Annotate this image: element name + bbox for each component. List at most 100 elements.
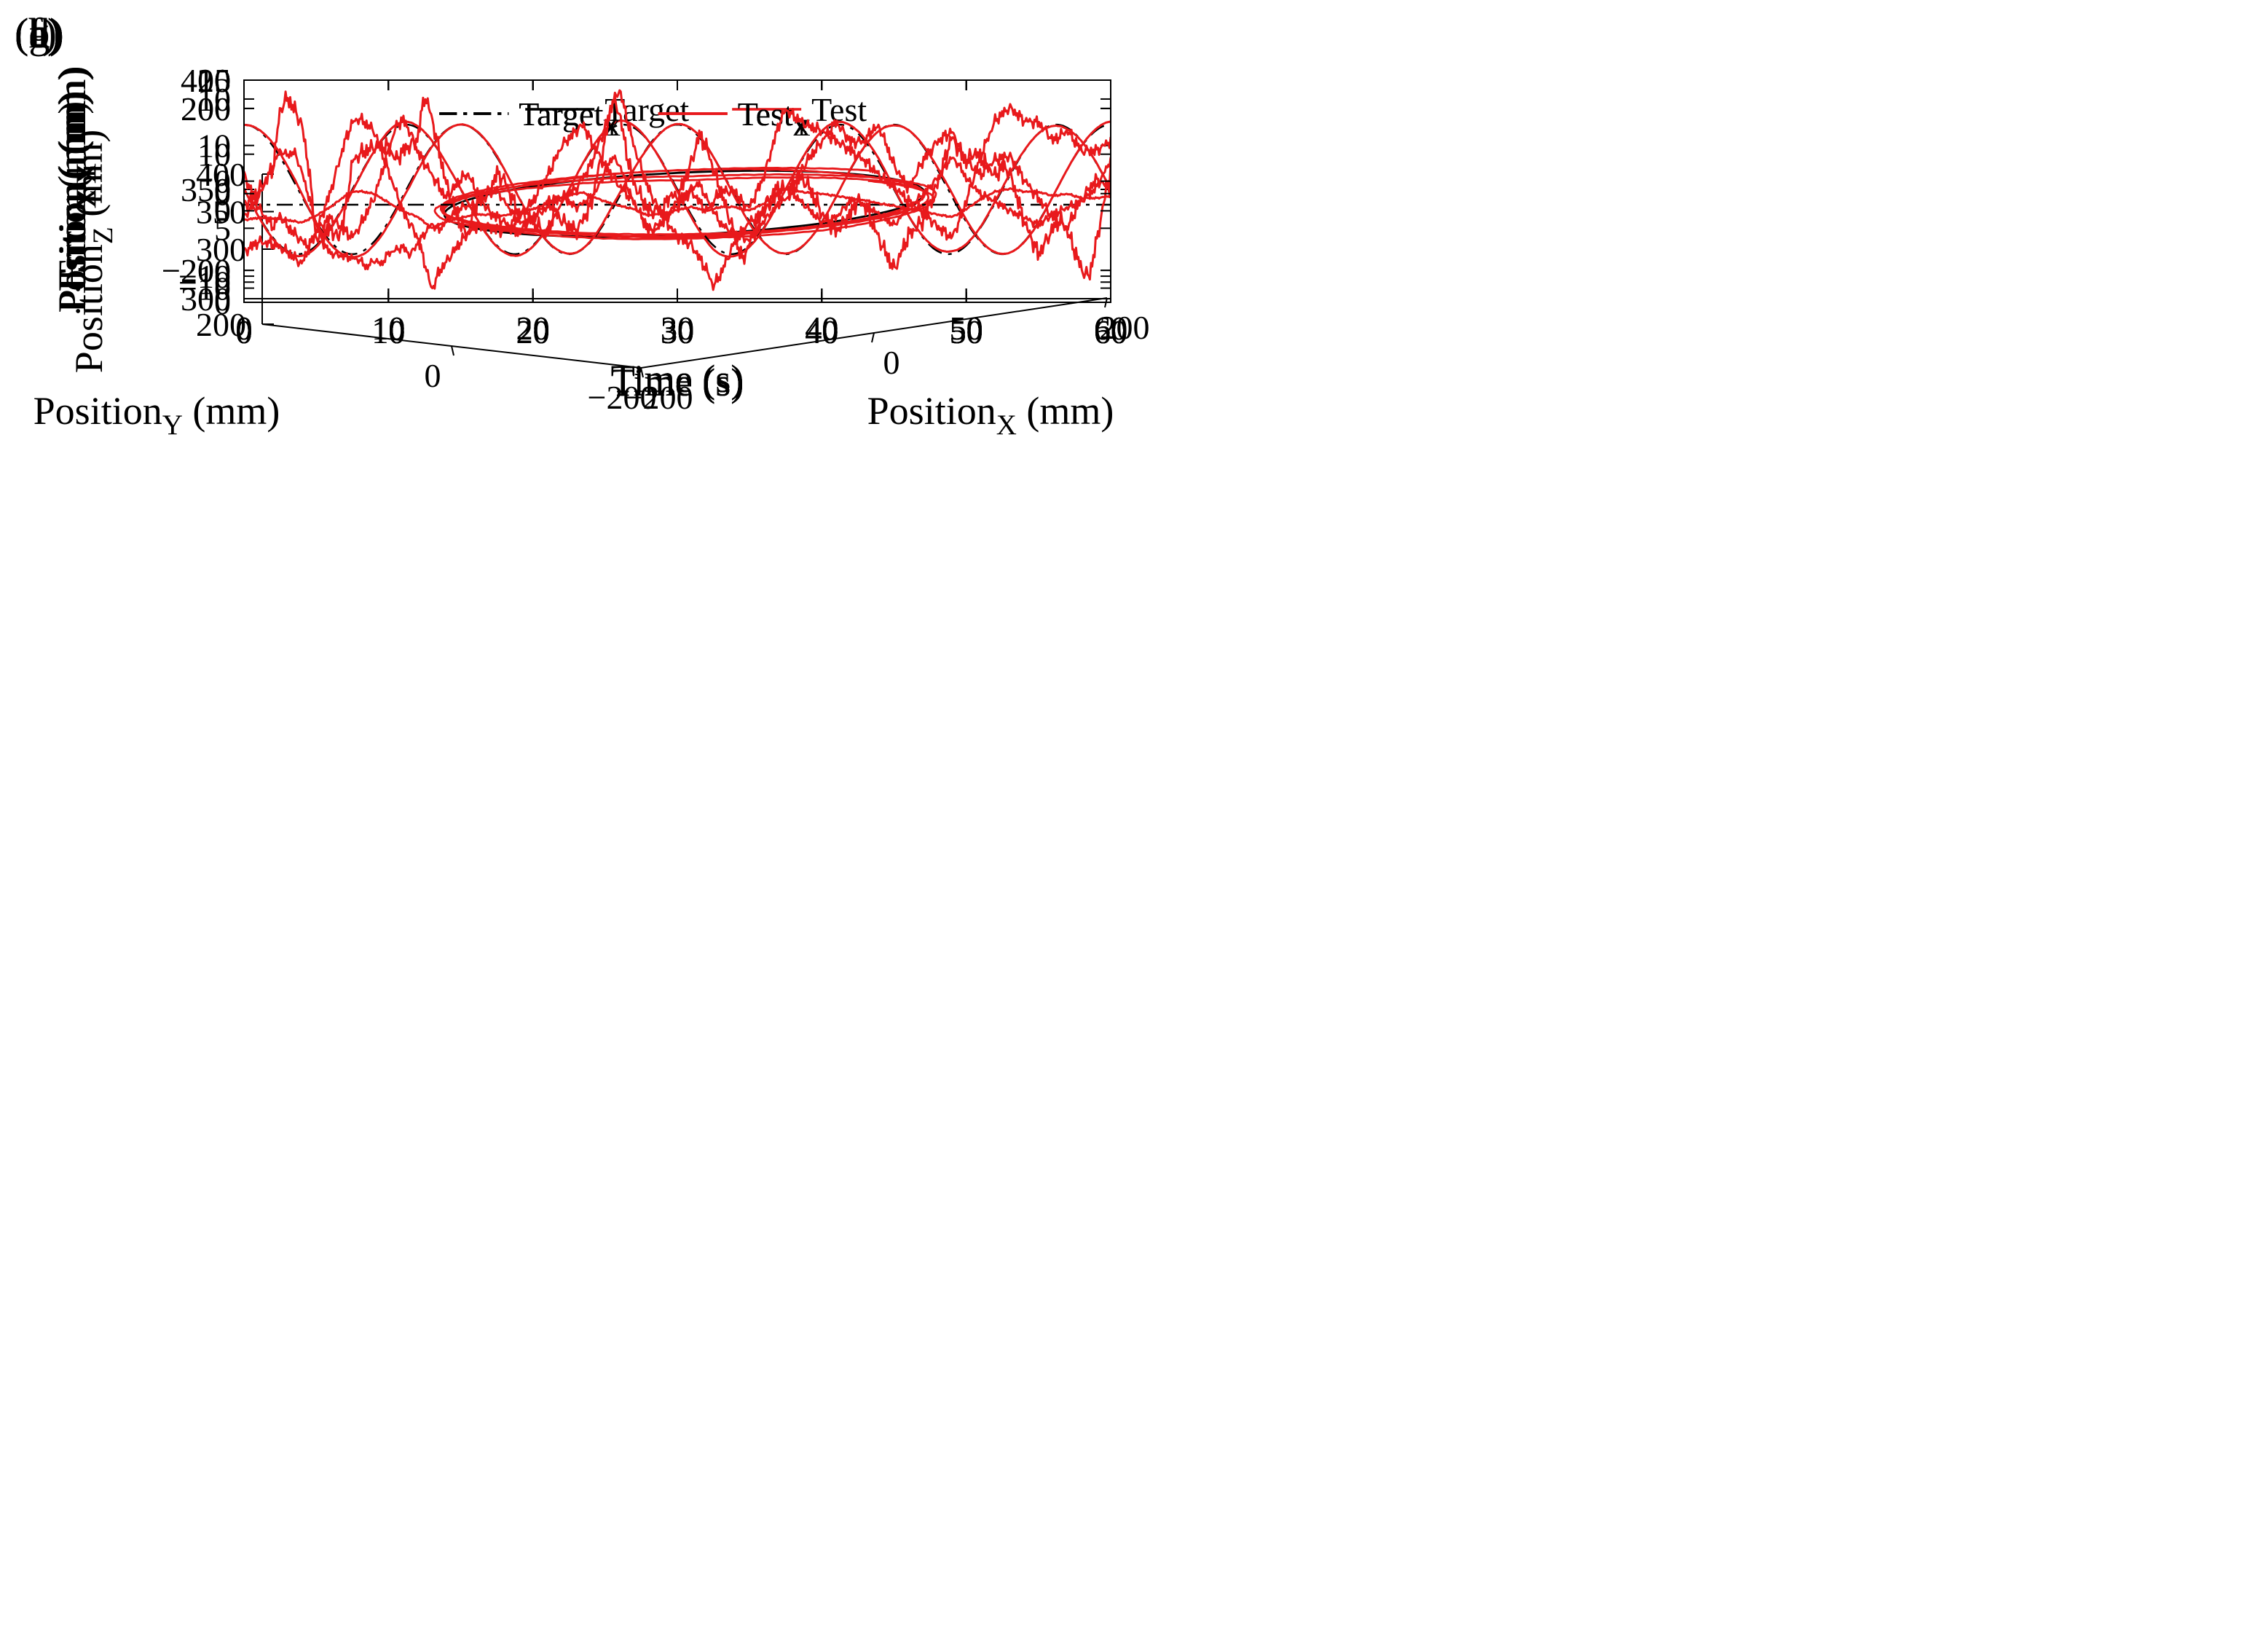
- panel-label-g: (g): [15, 9, 64, 57]
- svg-text:400: 400: [196, 156, 246, 193]
- svg-text:ErrorX (mm): ErrorX (mm): [50, 91, 102, 292]
- svg-text:Time (s): Time (s): [611, 357, 744, 401]
- svg-text:60: 60: [1094, 313, 1127, 350]
- svg-text:PositionZ (mm): PositionZ (mm): [67, 130, 119, 373]
- svg-text:0: 0: [214, 171, 231, 208]
- svg-text:40: 40: [805, 310, 838, 347]
- svg-text:−10: −10: [178, 270, 231, 307]
- svg-text:200: 200: [196, 306, 246, 343]
- panel-label-a: (a): [15, 9, 62, 57]
- svg-text:ErrorZ (mm): ErrorZ (mm): [50, 93, 102, 290]
- svg-text:20: 20: [516, 313, 550, 350]
- svg-text:350: 350: [196, 194, 246, 231]
- svg-text:50: 50: [950, 310, 983, 347]
- svg-text:20: 20: [516, 313, 550, 350]
- svg-text:PositionY (mm): PositionY (mm): [50, 66, 102, 313]
- svg-text:50: 50: [950, 313, 983, 350]
- svg-text:10: 10: [371, 313, 405, 350]
- svg-text:50: 50: [950, 313, 983, 350]
- svg-text:10: 10: [197, 127, 231, 165]
- svg-text:PositionX (mm): PositionX (mm): [50, 66, 102, 313]
- svg-text:0: 0: [425, 357, 441, 394]
- svg-text:0: 0: [236, 313, 253, 350]
- svg-text:10: 10: [197, 62, 231, 99]
- svg-text:60: 60: [1094, 313, 1127, 350]
- panel-label-b: (b): [15, 9, 64, 57]
- svg-text:20: 20: [516, 313, 550, 350]
- svg-text:50: 50: [950, 313, 983, 350]
- svg-text:50: 50: [950, 310, 983, 347]
- svg-text:−10: −10: [178, 264, 231, 301]
- svg-text:400: 400: [181, 62, 231, 99]
- svg-text:300: 300: [181, 280, 231, 318]
- svg-text:15: 15: [197, 62, 231, 99]
- svg-text:Time (s): Time (s): [611, 357, 744, 401]
- svg-text:−200: −200: [624, 379, 693, 416]
- svg-text:40: 40: [805, 313, 838, 350]
- svg-text:Time (s): Time (s): [611, 357, 744, 401]
- svg-text:30: 30: [661, 313, 694, 350]
- svg-text:20: 20: [516, 310, 550, 347]
- panel-a: −200 0 200 0 −200 400 350 300 200 PositionX (mm) P…: [0, 0, 1150, 441]
- svg-text:Time (s): Time (s): [611, 361, 744, 404]
- svg-text:10: 10: [371, 310, 405, 347]
- svg-text:0: 0: [883, 344, 900, 381]
- svg-text:200: 200: [181, 90, 231, 127]
- svg-text:0: 0: [236, 313, 253, 350]
- svg-text:0: 0: [236, 310, 253, 347]
- svg-text:−200: −200: [162, 252, 231, 289]
- svg-text:Time (s): Time (s): [611, 361, 744, 404]
- svg-text:60: 60: [1094, 310, 1127, 347]
- svg-text:350: 350: [181, 171, 231, 208]
- svg-text:0: 0: [214, 284, 231, 321]
- svg-text:20: 20: [516, 310, 550, 347]
- svg-text:20: 20: [516, 310, 550, 347]
- svg-text:−200: −200: [162, 252, 231, 289]
- svg-text:30: 30: [661, 310, 694, 347]
- svg-text:10: 10: [371, 313, 405, 350]
- svg-text:60: 60: [1094, 310, 1127, 347]
- panel-h: 0 10 20 30 40 50 60 −10 0 10 Time (s) ErrorZ (mm) (…: [0, 0, 1134, 412]
- svg-text:0: 0: [214, 171, 231, 208]
- svg-text:40: 40: [805, 313, 838, 350]
- svg-text:Error (mm): Error (mm): [50, 101, 94, 281]
- panel-label-c: (c): [15, 9, 62, 57]
- panel-b: 0 10 20 30 40 50 60 −200 0 200 Time (s) PositionX (…: [0, 0, 1134, 412]
- svg-text:40: 40: [805, 313, 838, 350]
- svg-text:−200: −200: [588, 379, 657, 416]
- panel-d: 0 10 20 30 40 50 60 300 350 400 Time (s) PositionZ …: [0, 0, 1134, 412]
- svg-text:10: 10: [371, 313, 405, 350]
- svg-text:20: 20: [197, 62, 231, 99]
- svg-text:0: 0: [236, 310, 253, 347]
- svg-text:0: 0: [236, 313, 253, 350]
- panel-label-h: (h): [15, 9, 64, 57]
- svg-text:40: 40: [805, 310, 838, 347]
- svg-text:30: 30: [661, 313, 694, 350]
- svg-text:200: 200: [181, 90, 231, 127]
- svg-text:60: 60: [1094, 313, 1127, 350]
- svg-text:30: 30: [661, 310, 694, 347]
- svg-text:0: 0: [236, 310, 253, 347]
- svg-text:Time (s): Time (s): [611, 361, 744, 404]
- panel-label-d: (d): [15, 9, 64, 57]
- svg-text:10: 10: [371, 310, 405, 347]
- svg-text:0: 0: [214, 163, 231, 200]
- svg-text:PositionX (mm): PositionX (mm): [867, 389, 1114, 441]
- svg-text:30: 30: [661, 313, 694, 350]
- svg-text:40: 40: [805, 313, 838, 350]
- svg-text:20: 20: [516, 313, 550, 350]
- svg-text:10: 10: [197, 136, 231, 173]
- svg-text:60: 60: [1094, 310, 1127, 347]
- panel-label-f: (f): [15, 9, 57, 57]
- svg-text:PositionZ (mm): PositionZ (mm): [50, 68, 102, 311]
- svg-text:0: 0: [214, 192, 231, 229]
- svg-text:50: 50: [950, 310, 983, 347]
- svg-text:10: 10: [197, 81, 231, 118]
- svg-text:10: 10: [371, 313, 405, 350]
- panel-label-e: (e): [15, 9, 62, 57]
